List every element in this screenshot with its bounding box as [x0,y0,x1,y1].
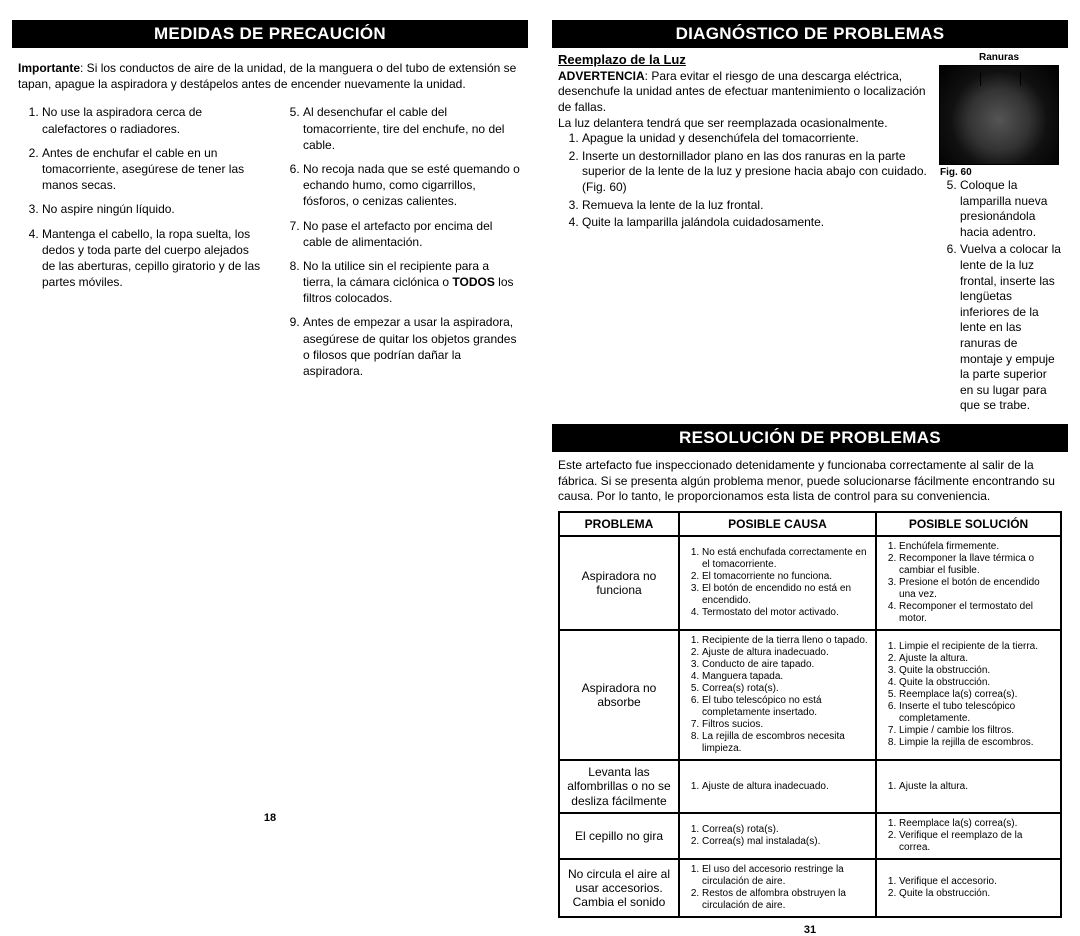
diag-subhead: Reemplazo de la Luz [558,52,928,69]
cell-solution: Limpie el recipiente de la tierra.Ajuste… [876,630,1061,760]
list-item: Manguera tapada. [702,671,869,683]
diag-step: Vuelva a colocar la lente de la luz fron… [960,242,1062,414]
list-item: Ajuste la altura. [899,781,1054,793]
figure-60-icon [939,65,1059,165]
diag-note: La luz delantera tendrá que ser reemplaz… [558,116,928,132]
cell-problem: Aspiradora no absorbe [559,630,679,760]
cell-solution: Verifique el accesorio.Quite la obstrucc… [876,859,1061,917]
cell-solution: Ajuste la altura. [876,760,1061,813]
list-item: Enchúfela firmemente. [899,541,1054,553]
list-item: Limpie la rejilla de escombros. [899,737,1054,749]
cell-solution: Enchúfela firmemente.Recomponer la llave… [876,536,1061,630]
intro-bold: Importante [18,61,80,75]
list-item: Quite la obstrucción. [899,677,1054,689]
precaution-item: Antes de enchufar el cable en un tomacor… [42,145,261,194]
table-row: Aspiradora no funciona No está enchufada … [559,536,1061,630]
warning-label: ADVERTENCIA [558,69,645,83]
list-item: Limpie el recipiente de la tierra. [899,641,1054,653]
list-item: Ajuste de altura inadecuado. [702,647,869,659]
precaution-item: No use la aspiradora cerca de calefactor… [42,104,261,136]
th-problema: PROBLEMA [559,512,679,536]
list-item: Filtros sucios. [702,719,869,731]
page-number-left: 18 [12,806,528,824]
precaution-list-right: Al desenchufar el cable del tomacorrient… [279,104,522,379]
list-item: Quite la obstrucción. [899,888,1054,900]
list-item: Restos de alfombra obstruyen la circulac… [702,888,869,912]
precaution-list-left: No use la aspiradora cerca de calefactor… [18,104,261,290]
list-item: Limpie / cambie los filtros. [899,725,1054,737]
list-item: Correa(s) rota(s). [702,824,869,836]
precaution-item: Antes de empezar a usar la aspiradora, a… [303,314,522,379]
diag-step: Inserte un destornillador plano en las d… [582,149,928,196]
cell-problem: El cepillo no gira [559,813,679,859]
diag-steps-left: Apague la unidad y desenchúfela del toma… [558,131,928,231]
diag-content: Reemplazo de la Luz ADVERTENCIA: Para ev… [558,52,1062,416]
cell-cause: Recipiente de la tierra lleno o tapado.A… [679,630,876,760]
list-item: Correa(s) mal instalada(s). [702,836,869,848]
list-item: Verifique el accesorio. [899,876,1054,888]
list-item: El tubo telescópico no está completament… [702,695,869,719]
right-page: DIAGNÓSTICO DE PROBLEMAS Reemplazo de la… [552,20,1068,824]
list-item: Recipiente de la tierra lleno o tapado. [702,635,869,647]
list-item: Termostato del motor activado. [702,607,869,619]
fig-label-bottom: Fig. 60 [940,167,1062,178]
precaution-columns: No use la aspiradora cerca de calefactor… [18,104,522,387]
list-item: Recomponer el termostato del motor. [899,601,1054,625]
precaution-item: No pase el artefacto por encima del cabl… [303,218,522,250]
diag-step: Apague la unidad y desenchúfela del toma… [582,131,928,147]
precaution-item: No recoja nada que se esté quemando o ec… [303,161,522,210]
cell-problem: Aspiradora no funciona [559,536,679,630]
precaution-item: Al desenchufar el cable del tomacorrient… [303,104,522,153]
precaution-item: No la utilice sin el recipiente para a t… [303,258,522,307]
list-item: El uso del accesorio restringe la circul… [702,864,869,888]
list-item: Ajuste la altura. [899,653,1054,665]
intro-rest: : Si los conductos de aire de la unidad,… [18,61,516,91]
cell-problem: No circula el aire al usar accesorios. C… [559,859,679,917]
page-number-right: 31 [552,918,1068,936]
table-row: Aspiradora no absorbeRecipiente de la ti… [559,630,1061,760]
list-item: Presione el botón de encendido una vez. [899,577,1054,601]
diag-step: Remueva la lente de la luz frontal. [582,198,928,214]
resol-header: RESOLUCIÓN DE PROBLEMAS [552,424,1068,452]
list-item: Reemplace la(s) correa(s). [899,689,1054,701]
list-item: El botón de encendido no está en encendi… [702,583,869,607]
table-row: No circula el aire al usar accesorios. C… [559,859,1061,917]
th-causa: POSIBLE CAUSA [679,512,876,536]
diag-step: Coloque la lamparilla nueva presionándol… [960,178,1062,240]
cell-cause: No está enchufada correctamente en el to… [679,536,876,630]
todos-bold: TODOS [452,275,494,289]
precaution-item: No aspire ningún líquido. [42,201,261,217]
list-item: Recomponer la llave térmica o cambiar el… [899,553,1054,577]
list-item: Conducto de aire tapado. [702,659,869,671]
list-item: El tomacorriente no funciona. [702,571,869,583]
list-item: Inserte el tubo telescópico completament… [899,701,1054,725]
diag-header: DIAGNÓSTICO DE PROBLEMAS [552,20,1068,48]
th-solucion: POSIBLE SOLUCIÓN [876,512,1061,536]
cell-cause: Correa(s) rota(s).Correa(s) mal instalad… [679,813,876,859]
list-item: Correa(s) rota(s). [702,683,869,695]
list-item: No está enchufada correctamente en el to… [702,547,869,571]
list-item: Quite la obstrucción. [899,665,1054,677]
cell-problem: Levanta las alfombrillas o no se desliza… [559,760,679,813]
precaution-item: Mantenga el cabello, la ropa suelta, los… [42,226,261,291]
resol-intro: Este artefacto fue inspeccionado detenid… [558,458,1062,505]
list-item: Ajuste de altura inadecuado. [702,781,869,793]
left-page: MEDIDAS DE PRECAUCIÓN Importante: Si los… [12,20,528,824]
cell-cause: El uso del accesorio restringe la circul… [679,859,876,917]
diag-step: Quite la lamparilla jalándola cuidadosam… [582,215,928,231]
cell-solution: Reemplace la(s) correa(s).Verifique el r… [876,813,1061,859]
table-row: El cepillo no giraCorrea(s) rota(s).Corr… [559,813,1061,859]
cell-cause: Ajuste de altura inadecuado. [679,760,876,813]
intro-text: Importante: Si los conductos de aire de … [18,60,522,92]
list-item: Reemplace la(s) correa(s). [899,818,1054,830]
fig-label-top: Ranuras [936,52,1062,63]
list-item: La rejilla de escombros necesita limpiez… [702,731,869,755]
left-header: MEDIDAS DE PRECAUCIÓN [12,20,528,48]
diag-steps-right: Coloque la lamparilla nueva presionándol… [936,178,1062,414]
troubleshoot-table: PROBLEMA POSIBLE CAUSA POSIBLE SOLUCIÓN … [558,511,1062,919]
table-row: Levanta las alfombrillas o no se desliza… [559,760,1061,813]
